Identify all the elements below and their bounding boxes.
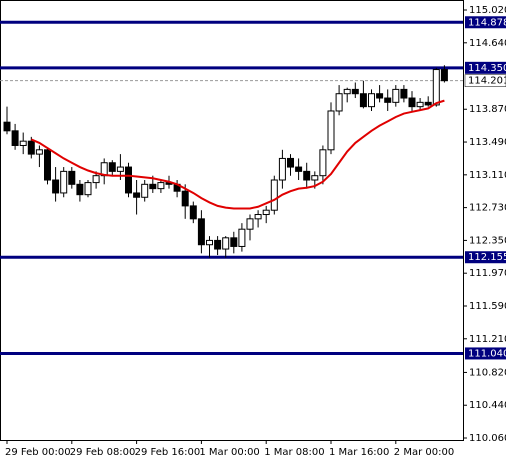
candle-body: [351, 88, 359, 95]
candle-body: [432, 69, 440, 106]
current-price-box: [464, 74, 506, 87]
y-tick-label: 114.640: [469, 38, 506, 49]
x-tick-label: 29 Feb 16:00: [135, 447, 201, 458]
candle-body: [376, 93, 384, 99]
plot-border: [0, 0, 464, 441]
candle-body: [44, 149, 51, 181]
candle-body: [327, 110, 335, 151]
y-tick-label: 111.590: [469, 301, 506, 312]
candle-body: [116, 166, 124, 172]
candle-body: [384, 97, 392, 103]
y-tick-label: 112.730: [469, 203, 506, 214]
candle-body: [189, 205, 197, 220]
level-label-box: [465, 347, 506, 360]
candle-body: [84, 182, 92, 196]
candle-body: [295, 166, 303, 172]
level-label: 111.040: [468, 348, 506, 359]
y-tick-label: 111.970: [469, 268, 506, 279]
candle-body: [19, 140, 27, 146]
candle-body: [424, 101, 432, 106]
x-tick-label: 1 Mar 08:00: [264, 447, 324, 458]
candle-body: [3, 121, 11, 132]
candle-body: [35, 149, 43, 155]
candle-body: [157, 182, 165, 190]
candle-body: [368, 93, 375, 108]
candle-body: [440, 69, 448, 82]
level-label-box: [465, 16, 506, 29]
candle-body: [68, 170, 76, 185]
level-label: 114.350: [468, 63, 506, 74]
candle-body: [181, 190, 189, 207]
candle-body: [335, 93, 343, 112]
candle-body: [27, 140, 35, 155]
x-tick-label: 29 Feb 08:00: [70, 447, 136, 458]
y-tick-label: 113.110: [469, 170, 506, 181]
candle-body: [262, 209, 270, 216]
candle-body: [392, 88, 400, 103]
y-tick-label: 110.440: [469, 400, 506, 411]
level-label-box: [465, 61, 506, 74]
candle-body: [319, 149, 327, 177]
x-tick-label: 1 Mar 00:00: [199, 447, 259, 458]
y-tick-label: 112.350: [469, 235, 506, 246]
candle-body: [197, 218, 205, 246]
candle-body: [246, 218, 254, 230]
candle-body: [11, 130, 19, 146]
candle-body: [400, 88, 408, 99]
x-tick-label: 1 Mar 16:00: [329, 447, 389, 458]
y-tick-label: 113.490: [469, 137, 506, 148]
candle-body: [359, 93, 367, 108]
candle-body: [214, 239, 222, 250]
level-label: 112.155: [468, 252, 506, 263]
candle-body: [416, 101, 424, 108]
candle-body: [311, 175, 319, 181]
candle-body: [222, 237, 230, 250]
y-tick-label: 110.820: [469, 367, 506, 378]
candle-body: [76, 183, 84, 196]
y-tick-label: 110.060: [469, 433, 506, 444]
candle-body: [108, 162, 116, 172]
candle-body: [238, 228, 246, 247]
moving-average: [30, 99, 445, 210]
candle-body: [92, 175, 100, 184]
y-tick-label: 113.870: [469, 104, 506, 115]
candle-body: [133, 192, 141, 198]
candle-body: [278, 157, 286, 181]
candle-body: [408, 97, 416, 108]
current-price-label: 114.201: [468, 76, 506, 87]
level-label-box: [465, 251, 506, 264]
x-tick-label: 2 Mar 00:00: [394, 447, 454, 458]
candle-body: [52, 179, 60, 194]
candle-body: [303, 170, 311, 181]
candle-body: [125, 166, 132, 194]
candle-body: [254, 214, 262, 220]
candle-body: [287, 157, 294, 168]
y-tick-label: 111.210: [469, 334, 506, 345]
candle-body: [230, 237, 238, 247]
x-tick-label: 29 Feb 00:00: [5, 447, 71, 458]
candle-body: [149, 183, 157, 190]
candle-body: [60, 170, 68, 194]
candle-body: [141, 183, 149, 198]
candle-body: [343, 88, 351, 95]
candle-body: [206, 239, 213, 246]
level-label: 114.878: [468, 17, 506, 28]
candle-body: [270, 179, 278, 211]
y-tick-label: 115.020: [469, 5, 506, 16]
